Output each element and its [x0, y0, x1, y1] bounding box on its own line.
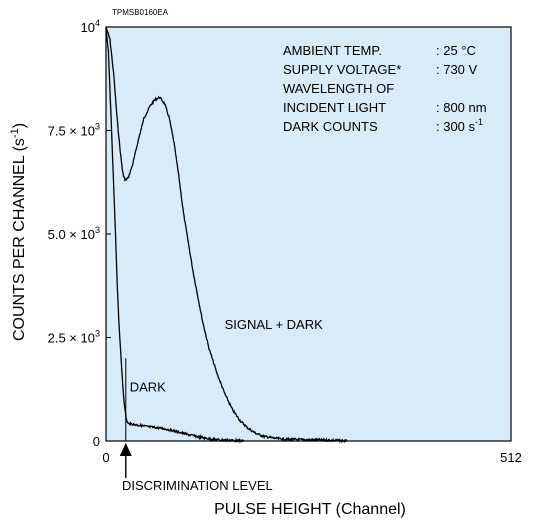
annotation-label: INCIDENT LIGHT [283, 100, 386, 115]
y-tick-label: 2.5 × 103 [48, 329, 100, 346]
annotation-label: AMBIENT TEMP. [283, 43, 382, 58]
y-tick-label: 0 [93, 434, 100, 449]
x-tick-label: 0 [102, 450, 109, 465]
x-axis-ticks: 0 512 [102, 436, 522, 465]
conditions-annotation: AMBIENT TEMP. : 25 °C SUPPLY VOLTAGE* : 730… [283, 43, 487, 134]
y-tick-label: 5.0 × 103 [48, 225, 100, 242]
annotation-label: DARK COUNTS [283, 119, 378, 134]
y-axis-ticks: 0 2.5 × 103 5.0 × 103 7.5 × 103 104 [48, 18, 111, 449]
series-label: SIGNAL + DARK [225, 317, 323, 332]
y-tick-label: 104 [81, 18, 100, 35]
discrimination-arrow-icon [119, 443, 132, 456]
annotation-label: SUPPLY VOLTAGE* [283, 62, 401, 77]
x-tick-label: 512 [500, 450, 522, 465]
series-line [105, 26, 245, 444]
discrimination-marker: DISCRIMINATION LEVEL [119, 358, 273, 493]
annotation-value: : 300 s-1 [436, 117, 483, 134]
plot-area [105, 26, 512, 442]
discrimination-label: DISCRIMINATION LEVEL [122, 478, 273, 493]
annotation-label: WAVELENGTH OF [283, 81, 394, 96]
series-lines: SIGNAL + DARK DARK [105, 26, 348, 444]
series-line [105, 26, 348, 444]
annotation-value: : 25 °C [436, 43, 476, 58]
series-label: DARK [130, 379, 166, 394]
x-axis-label: PULSE HEIGHT (Channel) [214, 501, 406, 518]
y-axis-label: COUNTS PER CHANNEL (s-1) [9, 123, 28, 341]
annotation-value: : 730 V [436, 62, 478, 77]
y-tick-label: 7.5 × 103 [48, 122, 100, 139]
annotation-value: : 800 nm [436, 100, 487, 115]
figure-code: TPMSB0160EA [112, 8, 169, 17]
